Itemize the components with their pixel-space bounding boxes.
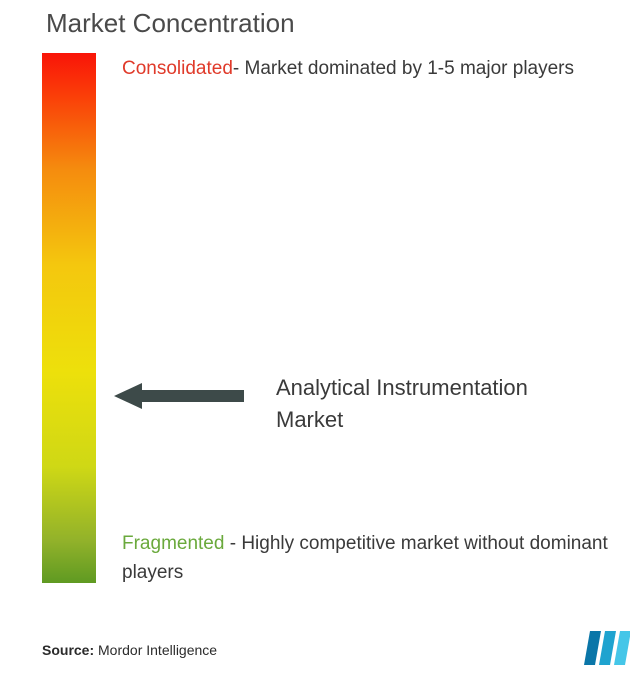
source-label: Source: <box>42 642 94 658</box>
market-name-line1: Analytical Instrumentation <box>276 375 528 400</box>
consolidated-text: - Market dominated by 1-5 major players <box>233 58 574 79</box>
market-name-line2: Market <box>276 407 343 432</box>
fragmented-keyword: Fragmented <box>122 533 224 554</box>
brand-logo-icon <box>582 631 630 665</box>
consolidated-label: Consolidated- Market dominated by 1-5 ma… <box>122 54 632 83</box>
arrow-left-icon <box>114 383 244 409</box>
fragmented-label: Fragmented - Highly competitive market w… <box>122 529 632 588</box>
source-line: Source: Mordor Intelligence <box>42 642 217 658</box>
consolidated-keyword: Consolidated <box>122 58 233 79</box>
page-title: Market Concentration <box>46 8 295 39</box>
source-value: Mordor Intelligence <box>98 642 217 658</box>
market-name: Analytical Instrumentation Market <box>276 372 528 436</box>
concentration-scale-bar <box>42 53 96 583</box>
